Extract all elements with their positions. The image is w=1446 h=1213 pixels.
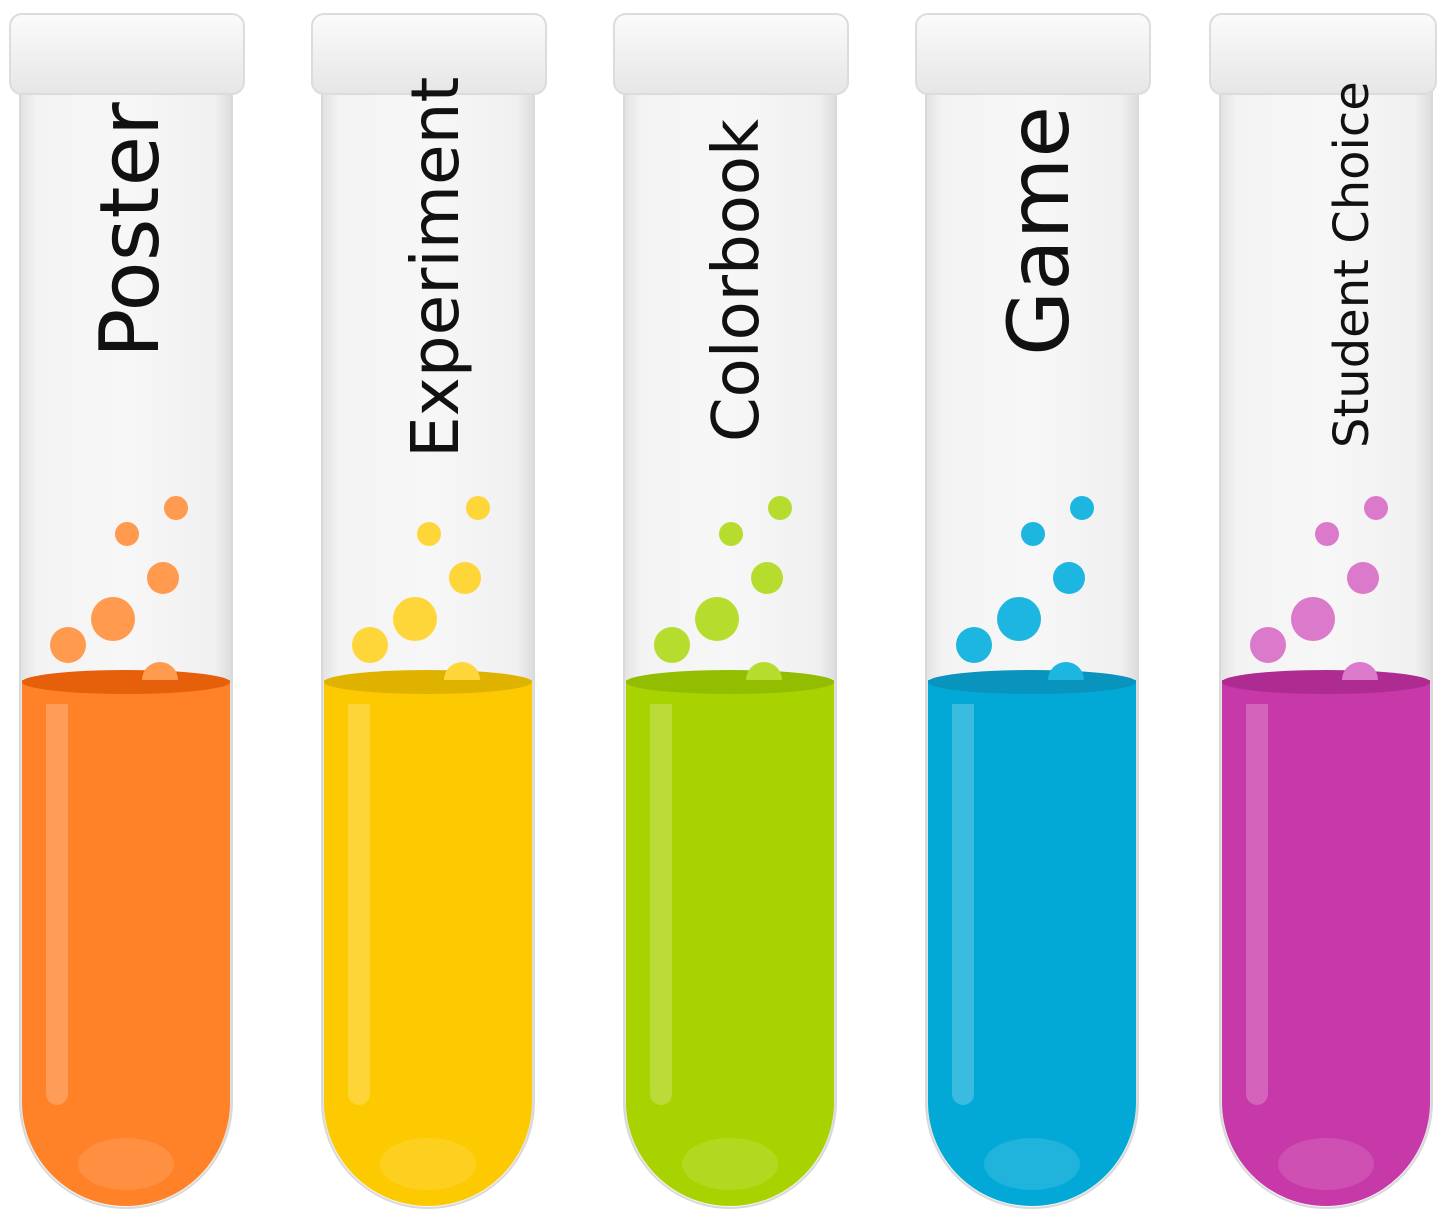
liquid (22, 680, 230, 1206)
bubble (1347, 562, 1379, 594)
liquid-shine (952, 704, 974, 1105)
test-tube-game: Game (915, 13, 1151, 1209)
liquid-bottom-glow (78, 1138, 174, 1190)
liquid-group (324, 670, 532, 1206)
bubble (695, 597, 739, 641)
bubble (997, 597, 1041, 641)
bubble (654, 627, 690, 663)
tube-label: Game (990, 106, 1088, 356)
liquid-shine (46, 704, 68, 1105)
bubbles (654, 496, 792, 680)
bubble (449, 562, 481, 594)
bubble (1070, 496, 1094, 520)
bubble (142, 662, 178, 680)
liquid-shine (650, 704, 672, 1105)
liquid-bottom-glow (380, 1138, 476, 1190)
bubble (1315, 522, 1339, 546)
bubble (115, 522, 139, 546)
liquid-group (1222, 670, 1430, 1206)
bubbles (352, 496, 490, 680)
liquid-surface (626, 670, 834, 694)
liquid-bottom-glow (1278, 1138, 1374, 1190)
test-tube-experiment: Experiment (311, 13, 547, 1209)
bubble (466, 496, 490, 520)
bubble (1048, 662, 1084, 680)
liquid-shine (1246, 704, 1268, 1105)
liquid-group (928, 670, 1136, 1206)
bubbles (50, 496, 188, 680)
liquid-surface (22, 670, 230, 694)
tube-rim (9, 13, 245, 95)
bubble (751, 562, 783, 594)
test-tube-poster: Poster (9, 13, 245, 1209)
bubble (1364, 496, 1388, 520)
bubble (1021, 522, 1045, 546)
liquid-bottom-glow (984, 1138, 1080, 1190)
bubble (50, 627, 86, 663)
bubble (164, 496, 188, 520)
bubble (956, 627, 992, 663)
tube-label: Colorbook (700, 119, 774, 442)
bubble (393, 597, 437, 641)
bubble (719, 522, 743, 546)
liquid-group (626, 670, 834, 1206)
tube-rim (915, 13, 1151, 95)
bubble (352, 627, 388, 663)
bubble (768, 496, 792, 520)
bubble (1291, 597, 1335, 641)
test-tube-colorbook: Colorbook (613, 13, 849, 1209)
tube-rim (1209, 13, 1437, 95)
bubbles (956, 496, 1094, 680)
bubble (1250, 627, 1286, 663)
liquid (928, 680, 1136, 1206)
bubble (417, 522, 441, 546)
tube-rim (613, 13, 849, 95)
liquid (626, 680, 834, 1206)
bubble (1342, 662, 1378, 680)
liquid-shine (348, 704, 370, 1105)
bubble (147, 562, 179, 594)
tube-label: Experiment (397, 77, 474, 458)
liquid-bottom-glow (682, 1138, 778, 1190)
tube-label: Poster (83, 102, 178, 358)
bubble (444, 662, 480, 680)
liquid-surface (1222, 670, 1430, 694)
liquid (1222, 680, 1430, 1206)
bubble (746, 662, 782, 680)
tube-label: Student Choice (1324, 81, 1380, 448)
liquid-surface (928, 670, 1136, 694)
bubble (1053, 562, 1085, 594)
bubbles (1250, 496, 1388, 680)
bubble (91, 597, 135, 641)
liquid-surface (324, 670, 532, 694)
liquid-group (22, 670, 230, 1206)
liquid (324, 680, 532, 1206)
tube-rim (311, 13, 547, 95)
test-tube-student-choice: Student Choice (1209, 13, 1437, 1209)
